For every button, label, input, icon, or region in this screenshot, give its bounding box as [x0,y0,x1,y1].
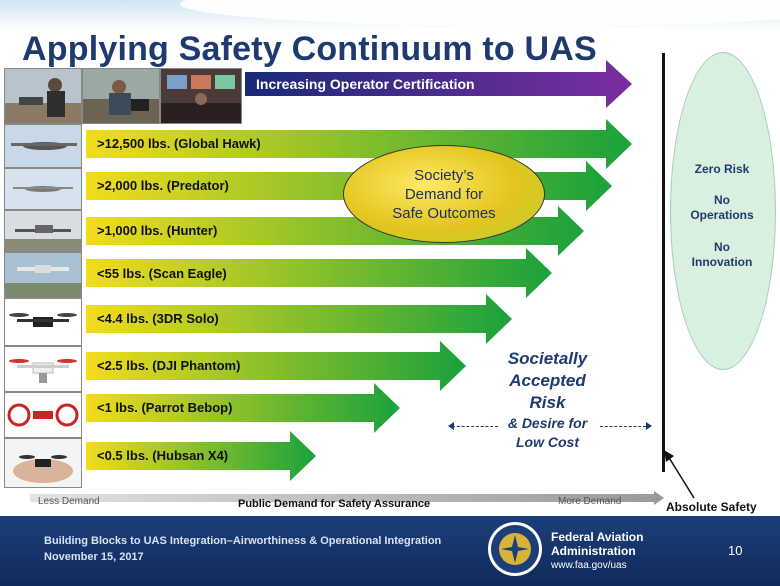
arrow-label-hubsan-x4: <0.5 lbs. (Hubsan X4) [97,448,229,463]
absolute-safety-label: Absolute Safety [666,500,757,514]
faa-seal-icon [488,522,542,576]
axis-title: Public Demand for Safety Assurance [238,498,431,510]
agency-line-1: Federal Aviation [551,530,644,544]
no-innovation-label-1: No [714,240,730,254]
arrow-dji-phantom [86,341,466,391]
aircraft-photo-scan-eagle [4,252,82,298]
aircraft-photo-global-hawk [4,124,82,168]
footer-bar [0,516,780,586]
arrow-label-3dr-solo: <4.4 lbs. (3DR Solo) [97,311,219,326]
demand-oval-line-1: Society’s [414,166,474,184]
no-innovation-label-2: Innovation [691,255,753,269]
agency-name: Federal Aviation Administration [551,530,643,558]
operator-photo-2 [82,68,160,124]
risk-range-arrowhead-right [646,422,652,430]
arrow-label-scan-eagle: <55 lbs. (Scan Eagle) [97,266,227,281]
arrow-3dr-solo [86,294,512,344]
operator-photo-3 [160,68,242,124]
agency-line-2: Administration [551,544,636,558]
arrow-hubsan-x4 [86,431,316,481]
footer-date: November 15, 2017 [44,551,144,563]
zero-risk-oval [670,52,776,370]
axis-more-demand: More Demand [558,496,622,507]
zero-risk-label: Zero Risk [694,162,750,176]
risk-line-5: Low Cost [516,434,579,450]
axis-less-demand: Less Demand [38,496,100,507]
slide-title: Applying Safety Continuum to UAS [22,30,597,68]
aircraft-photo-3dr-solo [4,298,82,346]
arrow-label-dji-phantom: <2.5 lbs. (DJI Phantom) [97,358,241,373]
operator-photo-1 [4,68,82,124]
certification-arrow [245,60,632,108]
risk-line-1: Societally [507,349,588,368]
risk-line-2: Accepted [509,371,586,390]
risk-line-3: Risk [529,393,566,412]
aircraft-photo-dji-phantom [4,346,82,392]
demand-oval: Society’s Demand for Safe Outcomes [343,145,545,243]
certification-label: Increasing Operator Certification [256,76,475,92]
page-number: 10 [728,543,743,558]
footer-presentation-title: Building Blocks to UAS Integration–Airwo… [44,535,442,547]
aircraft-photo-parrot-bebop [4,392,82,438]
arrow-parrot-bebop [86,383,400,433]
demand-oval-line-3: Safe Outcomes [392,204,496,222]
aircraft-photo-hunter [4,210,82,252]
no-operations-label-1: No [714,193,730,207]
demand-oval-line-2: Demand for [404,185,484,203]
arrow-label-predator: >2,000 lbs. (Predator) [97,178,229,193]
arrow-label-hunter: >1,000 lbs. (Hunter) [97,223,218,238]
arrow-scan-eagle [86,248,552,298]
aircraft-photo-hubsan-x4 [4,438,82,488]
arrow-label-parrot-bebop: <1 lbs. (Parrot Bebop) [97,400,233,415]
risk-range-dash-right [600,426,646,427]
absolute-safety-pointer [664,450,695,499]
risk-range-dash-left [452,426,498,427]
risk-range-arrowhead-left [448,422,454,430]
demand-axis-bar [30,494,656,502]
agency-url: www.faa.gov/uas [551,560,627,571]
no-operations-label-2: Operations [690,208,754,222]
accepted-risk-text: Societally Accepted Risk & Desire for Lo… [480,348,615,452]
aircraft-photo-predator [4,168,82,210]
demand-axis-arrowhead [654,491,664,505]
arrow-label-global-hawk: >12,500 lbs. (Global Hawk) [97,136,261,151]
risk-line-4: & Desire for [507,415,588,431]
absolute-safety-line [662,53,665,472]
